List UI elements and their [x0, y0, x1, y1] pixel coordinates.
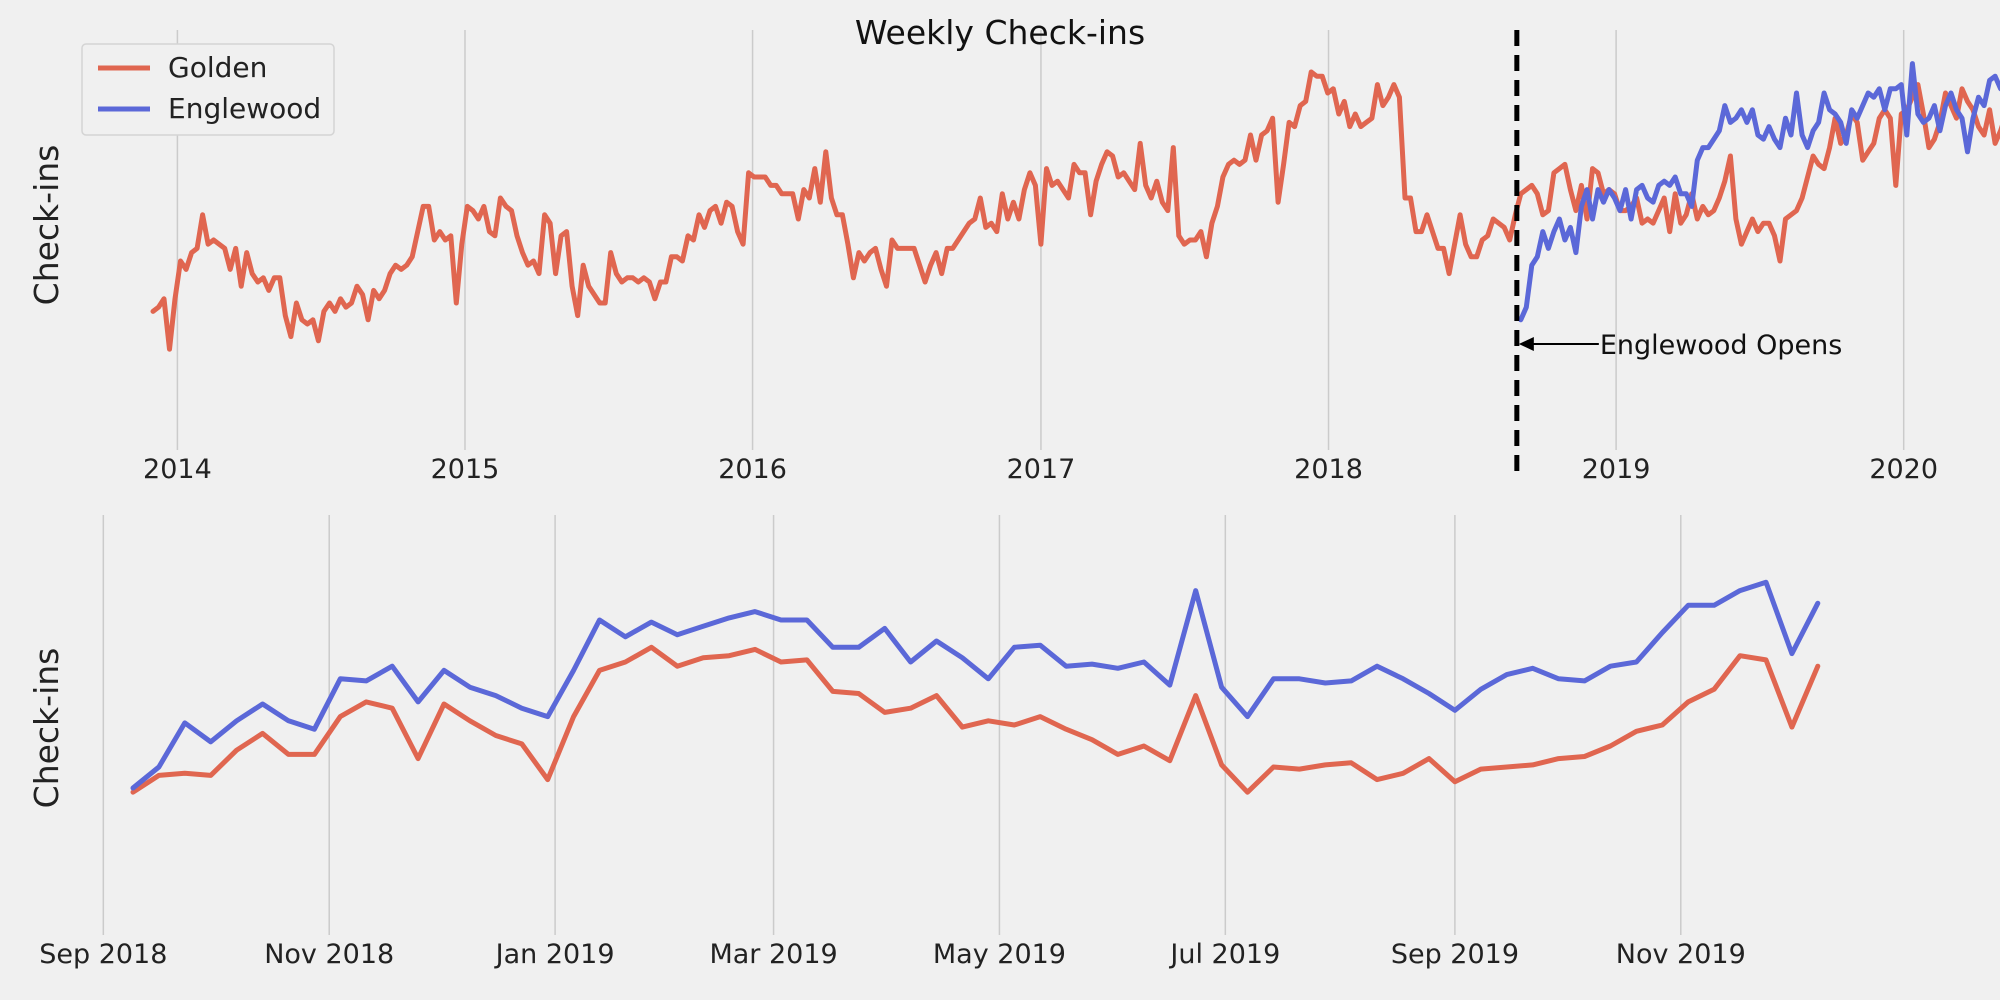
- bottom-series-golden: [130, 644, 1821, 795]
- top-x-tick-label: 2020: [1869, 454, 1938, 485]
- legend-label-golden: Golden: [168, 51, 267, 84]
- top-chart-panel: Englewood Opens 2014 2015 2016 2017 2018 2019…: [27, 13, 2000, 485]
- bottom-series-englewood: [130, 579, 1821, 791]
- bottom-series: [130, 579, 1821, 795]
- bottom-x-tick-label: May 2019: [933, 939, 1066, 970]
- top-x-tick-label: 2016: [718, 454, 787, 485]
- bottom-y-axis-label: Check-ins: [27, 648, 66, 809]
- bottom-x-tick-label: Nov 2019: [1616, 939, 1746, 970]
- bottom-x-tick-label: Mar 2019: [709, 939, 837, 970]
- bottom-x-tick-label: Nov 2018: [264, 939, 394, 970]
- bottom-grid: [102, 515, 1682, 935]
- annotation-arrowhead: [1518, 337, 1534, 351]
- bottom-x-ticks: Sep 2018 Nov 2018 Jan 2019 Mar 2019 May 2019…: [39, 939, 1746, 970]
- bottom-x-tick-label: Jan 2019: [494, 939, 615, 970]
- legend-label-englewood: Englewood: [168, 92, 321, 125]
- top-series: [150, 61, 2000, 352]
- top-x-tick-label: 2018: [1294, 454, 1363, 485]
- top-x-tick-label: 2019: [1582, 454, 1651, 485]
- top-series-englewood: [1518, 61, 2000, 323]
- top-x-ticks: 2014 2015 2016 2017 2018 2019 2020: [143, 454, 1938, 485]
- top-x-tick-label: 2015: [431, 454, 500, 485]
- bottom-chart-panel: Sep 2018 Nov 2018 Jan 2019 Mar 2019 May 2019…: [27, 515, 1821, 970]
- bottom-x-tick-label: Sep 2019: [1391, 939, 1519, 970]
- bottom-x-tick-label: Jul 2019: [1168, 939, 1280, 970]
- top-x-tick-label: 2017: [1007, 454, 1076, 485]
- chart-title: Weekly Check-ins: [855, 13, 1145, 52]
- top-y-axis-label: Check-ins: [27, 145, 66, 306]
- top-annotation: Englewood Opens: [1514, 30, 1842, 472]
- legend: Golden Englewood: [81, 43, 335, 136]
- top-x-tick-label: 2014: [143, 454, 212, 485]
- top-series-golden: [150, 69, 2000, 352]
- annotation-label: Englewood Opens: [1600, 330, 1842, 361]
- bottom-x-tick-label: Sep 2018: [39, 939, 167, 970]
